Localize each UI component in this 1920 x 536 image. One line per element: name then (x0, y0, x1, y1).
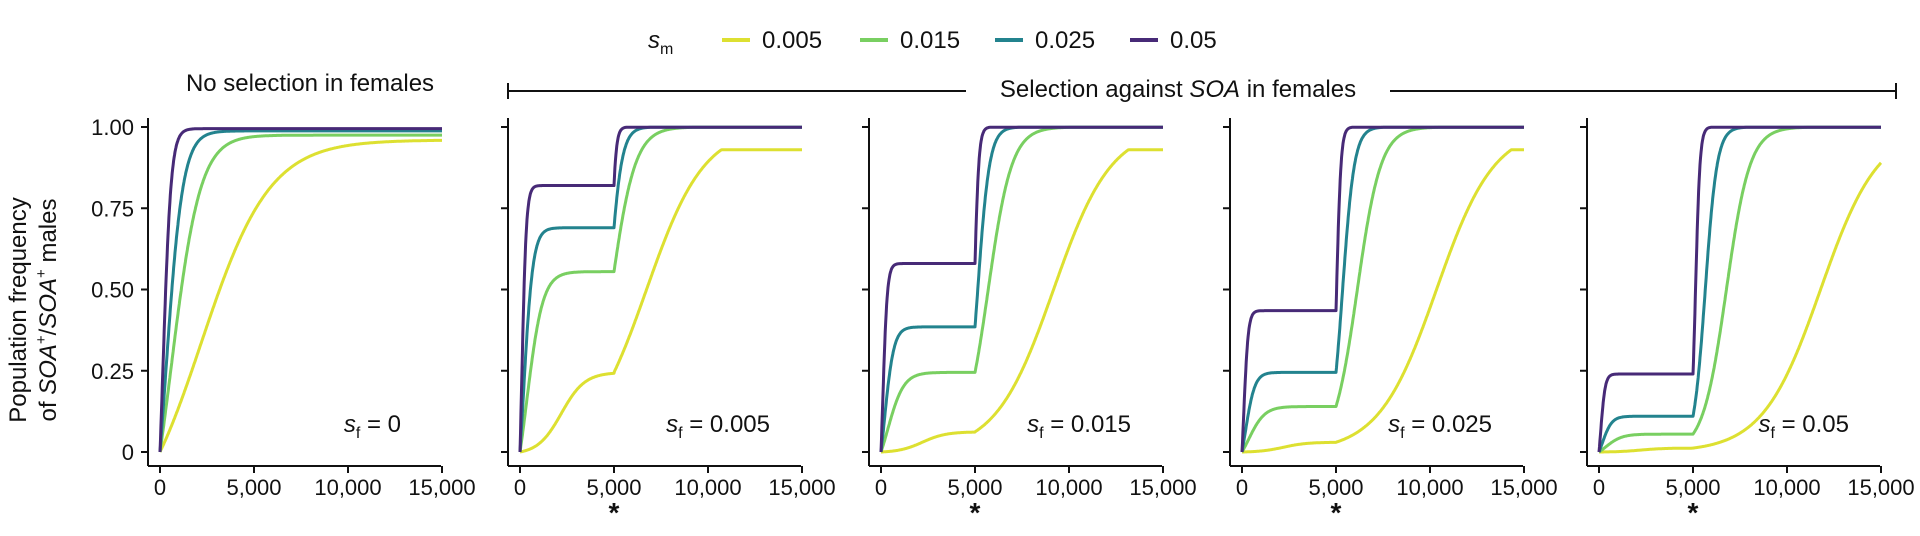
y-tick-label: 0.25 (91, 359, 134, 384)
series-line-0.015 (1598, 125, 1882, 454)
x-tick-label: 0 (514, 475, 526, 500)
panels: 0 0.25 0.50 0.75 1.00 0 5,000 10,000 15,000 sf = … (91, 115, 1914, 528)
panel-2: 0 5,000 10,000 15,000 sf = 0.005 * (501, 118, 836, 528)
x-tick-label: 5,000 (1308, 475, 1363, 500)
legend-item: 0.05 (1130, 27, 1217, 54)
x-tick-label: 15,000 (1129, 475, 1196, 500)
series-line-0.025 (518, 125, 803, 453)
x-tick-label: 5,000 (1665, 475, 1720, 500)
header-selection-text: Selection against SOA in females (1000, 76, 1356, 103)
series-line-0.005 (1241, 148, 1525, 454)
series-line-0.005 (880, 148, 1164, 454)
x-tick-label: 15,000 (408, 475, 475, 500)
legend-label: 0.015 (900, 27, 960, 54)
legend-label: 0.025 (1035, 27, 1095, 54)
sf-annotation: sf = 0.025 (1388, 411, 1492, 442)
series-line-0.025 (1597, 125, 1882, 453)
y-tick-label: 0.75 (91, 196, 134, 221)
selection-switch-marker: * (609, 497, 620, 528)
sf-annotation: sf = 0.015 (1027, 411, 1131, 442)
x-tick-label: 10,000 (1753, 475, 1820, 500)
panel-1: 0 0.25 0.50 0.75 1.00 0 5,000 10,000 15,000 sf = … (91, 115, 475, 500)
legend: sm 0.005 0.015 0.025 0.05 (648, 27, 1217, 58)
x-tick-label: 15,000 (768, 475, 835, 500)
x-tick-label: 5,000 (947, 475, 1002, 500)
y-tick-label: 0 (122, 440, 134, 465)
x-tick-label: 0 (1593, 475, 1605, 500)
header-no-selection: No selection in females (186, 70, 434, 97)
x-tick-label: 0 (154, 475, 166, 500)
series-line-0.015 (879, 125, 1164, 453)
x-tick-label: 0 (875, 475, 887, 500)
x-tick-label: 5,000 (226, 475, 281, 500)
selection-switch-marker: * (1688, 497, 1699, 528)
y-tick-label: 1.00 (91, 115, 134, 140)
sf-annotation: sf = 0.05 (1758, 411, 1849, 442)
x-tick-label: 15,000 (1847, 475, 1914, 500)
legend-label: 0.005 (762, 27, 822, 54)
series-line-0.025 (879, 125, 1164, 453)
x-tick-label: 0 (1236, 475, 1248, 500)
legend-item: 0.025 (995, 27, 1095, 54)
legend-item: 0.015 (860, 27, 960, 54)
selection-switch-marker: * (970, 497, 981, 528)
panel-4: 0 5,000 10,000 15,000 sf = 0.025 * (1223, 118, 1558, 528)
x-tick-label: 15,000 (1490, 475, 1557, 500)
x-tick-label: 10,000 (1396, 475, 1463, 500)
panel-5: 0 5,000 10,000 15,000 sf = 0.05 * (1580, 118, 1915, 528)
series-line-0.05 (1597, 125, 1882, 453)
y-tick-label: 0.50 (91, 278, 134, 303)
y-axis-label-line1: Population frequency (5, 197, 32, 423)
y-axis-label-line2: of SOA+/SOA+ males (33, 199, 62, 422)
legend-symbol: sm (648, 27, 673, 58)
series-line-0.015 (1240, 125, 1525, 453)
x-tick-label: 5,000 (586, 475, 641, 500)
x-tick-label: 10,000 (314, 475, 381, 500)
series-line-0.025 (158, 129, 443, 453)
sf-annotation: sf = 0.005 (666, 411, 770, 442)
series-line-0.025 (1240, 125, 1525, 453)
x-tick-label: 10,000 (1035, 475, 1102, 500)
selection-switch-marker: * (1331, 497, 1342, 528)
series-line-0.05 (879, 125, 1164, 453)
legend-item: 0.005 (722, 27, 822, 54)
header-selection: Selection against SOA in females (507, 76, 1897, 103)
y-axis-label: Population frequency of SOA+/SOA+ males (5, 197, 62, 423)
series-line-0.005 (158, 138, 443, 453)
series-line-0.005 (519, 148, 803, 454)
legend-label: 0.05 (1170, 27, 1217, 54)
sf-annotation: sf = 0 (344, 411, 401, 442)
series-line-0.015 (518, 125, 803, 453)
series-line-0.05 (1240, 125, 1525, 453)
series-line-0.05 (518, 125, 803, 453)
x-tick-label: 10,000 (674, 475, 741, 500)
series-line-0.015 (158, 133, 443, 453)
panel-3: 0 5,000 10,000 15,000 sf = 0.015 * (862, 118, 1197, 528)
series-line-0.05 (158, 127, 443, 453)
series-line-0.005 (1598, 161, 1883, 454)
